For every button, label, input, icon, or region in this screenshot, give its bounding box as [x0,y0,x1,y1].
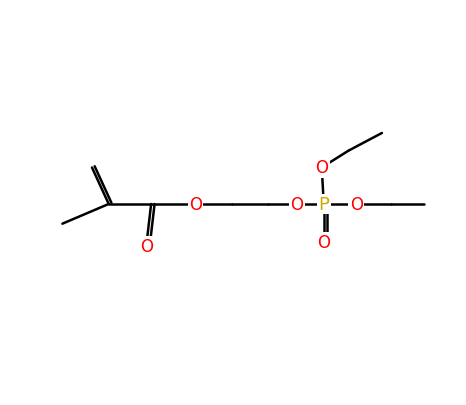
Text: O: O [350,196,363,213]
Text: P: P [318,196,329,213]
Text: O: O [291,196,304,213]
Text: O: O [315,159,328,177]
Text: O: O [189,196,202,213]
Text: O: O [317,234,330,252]
Text: O: O [140,238,153,256]
